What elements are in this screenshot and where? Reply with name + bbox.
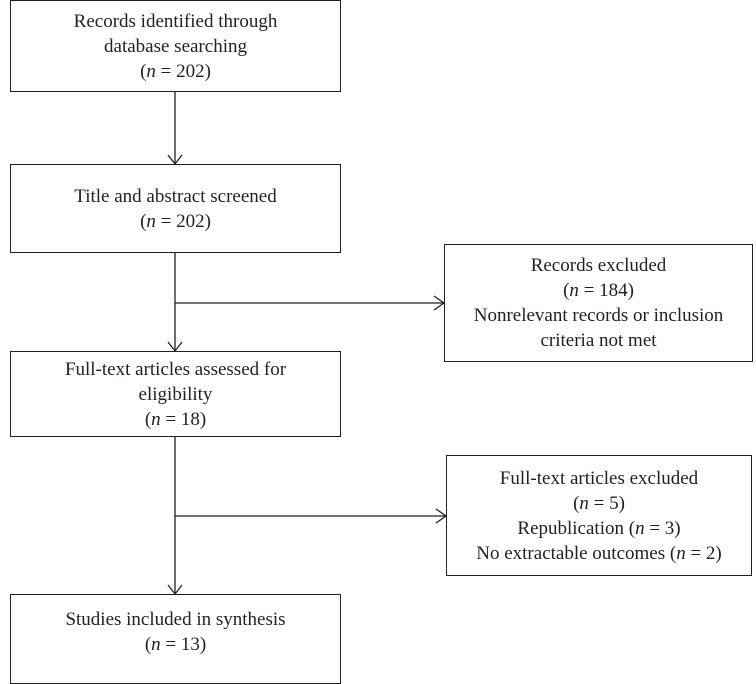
fulltext-assessed-line-2: eligibility xyxy=(138,383,213,405)
fulltext-assessed-count: (n = 18) xyxy=(144,408,207,430)
fulltext-excluded-reason-republication: Republication (n = 3) xyxy=(517,517,681,539)
fulltext-assessed-box: Full-text articles assessed for eligibil… xyxy=(10,351,341,437)
records-excluded-reason-line-1: Nonrelevant records or inclusion xyxy=(473,305,724,326)
records-identified-box: Records identified through database sear… xyxy=(10,0,341,92)
studies-included-line: Studies included in synthesis xyxy=(65,609,286,630)
fulltext-excluded-reason-no-outcomes: No extractable outcomes (n = 2) xyxy=(476,542,722,564)
studies-included-count: (n = 13) xyxy=(144,634,207,655)
title-abstract-screened-box: Title and abstract screened (n = 202) xyxy=(10,164,341,253)
fulltext-assessed-line-1: Full-text articles assessed for xyxy=(64,358,287,380)
records-excluded-count: (n = 184) xyxy=(563,280,634,301)
records-excluded-heading: Records excluded xyxy=(530,255,667,276)
studies-included-box: Studies included in synthesis (n = 13) xyxy=(10,594,341,684)
records-identified-line-2: database searching xyxy=(104,35,247,57)
fulltext-excluded-box: Full-text articles excluded (n = 5) Repu… xyxy=(446,455,752,576)
fulltext-excluded-heading: Full-text articles excluded xyxy=(499,467,699,489)
records-identified-count: (n = 202) xyxy=(140,60,211,82)
records-excluded-box: Records excluded (n = 184) Nonrelevant r… xyxy=(444,244,753,362)
records-identified-line-1: Records identified through xyxy=(73,10,278,32)
title-abstract-screened-count: (n = 202) xyxy=(140,210,211,232)
title-abstract-screened-line: Title and abstract screened xyxy=(74,185,277,207)
fulltext-excluded-count: (n = 5) xyxy=(573,492,625,514)
records-excluded-reason-line-2: criteria not met xyxy=(540,330,657,351)
